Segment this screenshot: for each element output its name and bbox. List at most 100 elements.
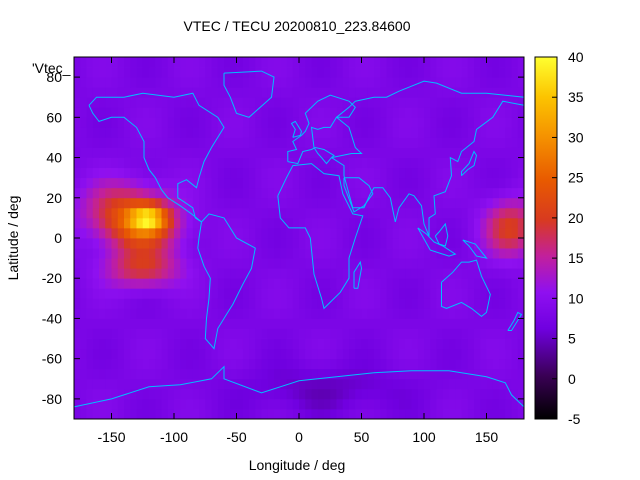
- heatmap-cell: [461, 298, 469, 309]
- heatmap-cell: [117, 278, 125, 289]
- heatmap-cell: [167, 77, 175, 88]
- heatmap-cell: [449, 378, 456, 390]
- heatmap-cell: [499, 308, 506, 319]
- heatmap-cell: [249, 207, 256, 219]
- heatmap-cell: [305, 318, 312, 329]
- heatmap-cell: [299, 408, 306, 420]
- heatmap-cell: [286, 238, 294, 249]
- heatmap-cell: [424, 258, 431, 269]
- heatmap-cell: [367, 368, 375, 380]
- heatmap-cell: [155, 358, 162, 370]
- heatmap-cell: [517, 227, 525, 239]
- heatmap-cell: [167, 97, 175, 108]
- heatmap-cell: [480, 368, 487, 380]
- heatmap-cell: [224, 398, 231, 410]
- heatmap-cell: [317, 318, 325, 329]
- heatmap-cell: [505, 227, 512, 239]
- heatmap-cell: [205, 398, 212, 410]
- heatmap-cell: [280, 338, 287, 350]
- heatmap-cell: [180, 288, 187, 299]
- heatmap-cell: [442, 167, 450, 179]
- heatmap-cell: [499, 227, 506, 239]
- heatmap-cell: [267, 318, 275, 329]
- heatmap-cell: [186, 258, 194, 269]
- heatmap-cell: [399, 358, 406, 370]
- heatmap-cell: [267, 67, 275, 78]
- heatmap-cell: [417, 147, 425, 158]
- heatmap-cell: [211, 187, 219, 199]
- heatmap-cell: [424, 288, 431, 299]
- heatmap-cell: [405, 398, 412, 410]
- heatmap-cell: [430, 167, 437, 179]
- heatmap-cell: [474, 77, 481, 88]
- heatmap-cell: [230, 388, 237, 400]
- heatmap-cell: [136, 177, 144, 189]
- heatmap-cell: [267, 217, 275, 229]
- heatmap-cell: [511, 338, 519, 350]
- heatmap-cell: [317, 238, 325, 249]
- heatmap-cell: [305, 388, 312, 400]
- heatmap-cell: [211, 67, 219, 78]
- heatmap-cell: [199, 207, 206, 219]
- heatmap-cell: [274, 358, 281, 370]
- heatmap-cell: [205, 238, 212, 249]
- heatmap-cell: [99, 378, 106, 390]
- heatmap-cell: [336, 258, 344, 269]
- heatmap-cell: [199, 408, 206, 420]
- heatmap-cell: [299, 378, 306, 390]
- heatmap-cell: [242, 368, 250, 380]
- heatmap-cell: [105, 177, 112, 189]
- heatmap-cell: [461, 388, 469, 400]
- heatmap-cell: [299, 177, 306, 189]
- heatmap-cell: [505, 388, 512, 400]
- heatmap-cell: [249, 358, 256, 370]
- x-tick-label: -50: [226, 429, 246, 445]
- heatmap-cell: [242, 258, 250, 269]
- heatmap-cell: [242, 87, 250, 98]
- heatmap-cell: [186, 358, 194, 370]
- heatmap-cell: [311, 67, 319, 78]
- heatmap-cell: [186, 348, 194, 360]
- heatmap-cell: [436, 348, 444, 360]
- heatmap-cell: [386, 87, 394, 98]
- heatmap-cell: [130, 117, 137, 128]
- heatmap-cell: [155, 147, 162, 158]
- heatmap-cell: [411, 378, 419, 390]
- heatmap-cell: [192, 227, 200, 239]
- heatmap-cell: [130, 368, 137, 380]
- heatmap-cell: [192, 358, 200, 370]
- heatmap-cell: [99, 318, 106, 329]
- heatmap-cell: [355, 107, 362, 118]
- heatmap-cell: [492, 278, 500, 289]
- heatmap-cell: [336, 378, 344, 390]
- heatmap-cell: [230, 197, 237, 209]
- heatmap-cell: [511, 238, 519, 249]
- heatmap-cell: [374, 268, 381, 279]
- heatmap-cell: [211, 77, 219, 88]
- heatmap-cell: [449, 207, 456, 219]
- heatmap-cell: [492, 308, 500, 319]
- heatmap-cell: [99, 207, 106, 219]
- heatmap-cell: [105, 368, 112, 380]
- heatmap-cell: [436, 77, 444, 88]
- heatmap-cell: [330, 268, 337, 279]
- heatmap-cell: [105, 137, 112, 148]
- heatmap-cell: [149, 398, 156, 410]
- heatmap-cell: [249, 298, 256, 309]
- heatmap-cell: [261, 117, 269, 128]
- heatmap-cell: [492, 77, 500, 88]
- heatmap-cell: [274, 338, 281, 350]
- heatmap-cell: [261, 197, 269, 209]
- heatmap-cell: [411, 117, 419, 128]
- heatmap-cell: [424, 167, 431, 179]
- heatmap-cell: [74, 298, 81, 309]
- heatmap-cell: [367, 227, 375, 239]
- heatmap-cell: [499, 378, 506, 390]
- heatmap-cell: [161, 217, 169, 229]
- heatmap-cell: [461, 378, 469, 390]
- heatmap-cell: [255, 67, 262, 78]
- heatmap-cell: [455, 147, 462, 158]
- heatmap-cell: [311, 177, 319, 189]
- heatmap-cell: [192, 388, 200, 400]
- heatmap-cell: [174, 67, 181, 78]
